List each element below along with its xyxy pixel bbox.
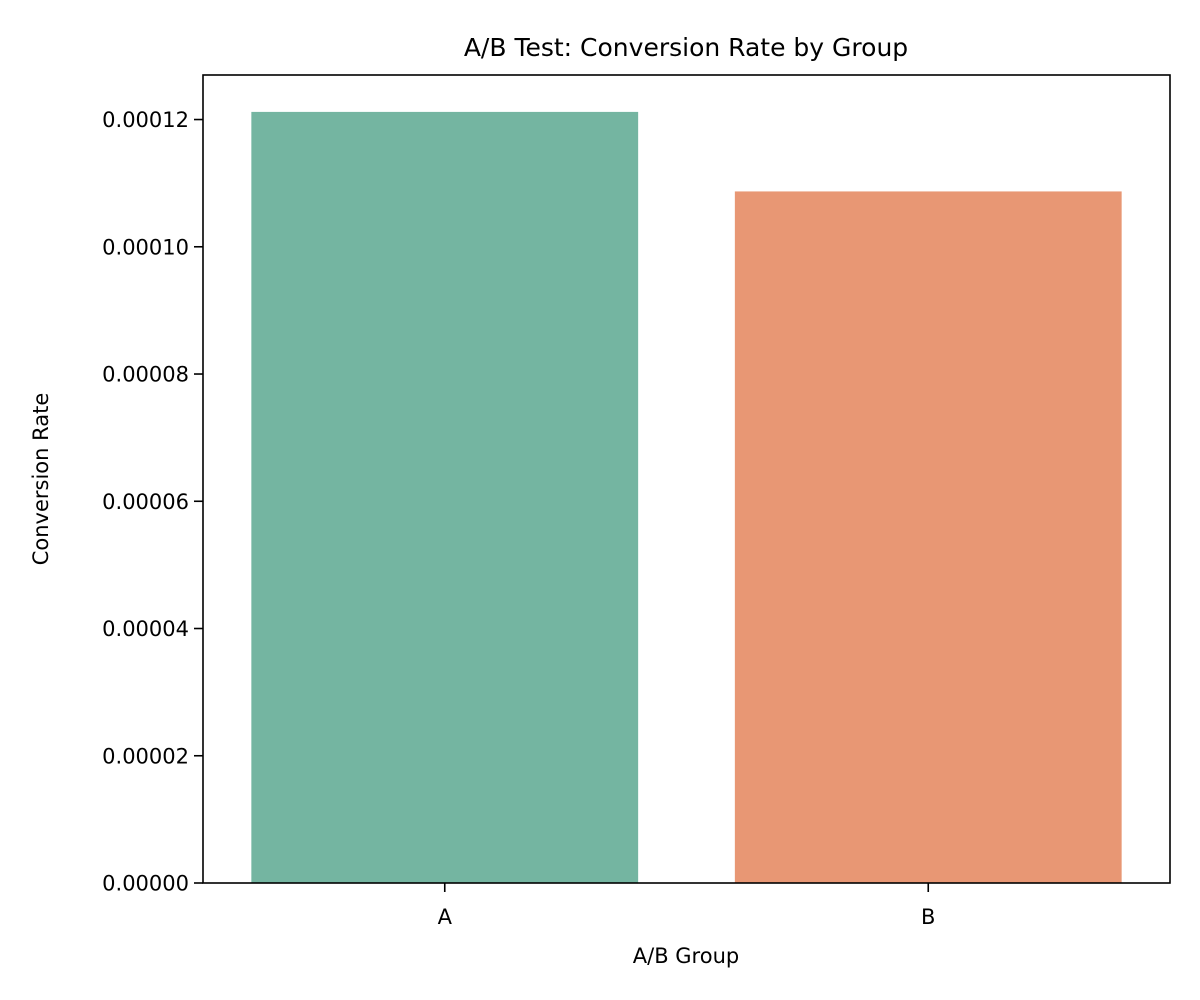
- y-tick-label: 0.00008: [102, 363, 189, 387]
- y-tick-label: 0.00004: [102, 617, 189, 641]
- y-tick-label: 0.00010: [102, 235, 189, 259]
- plot-frame: [202, 74, 1171, 884]
- x-axis-label: A/B Group: [633, 944, 739, 968]
- y-tick-label: 0.00000: [102, 872, 189, 896]
- y-tick-label: 0.00006: [102, 490, 189, 514]
- y-tick-label: 0.00012: [102, 108, 189, 132]
- x-tick-label: B: [921, 905, 935, 929]
- bars-group: [251, 111, 1122, 883]
- chart-title: A/B Test: Conversion Rate by Group: [464, 33, 908, 62]
- bar-a: [251, 111, 639, 883]
- y-axis-label: Conversion Rate: [29, 393, 53, 566]
- bar-b: [734, 191, 1122, 883]
- y-tick-label: 0.00002: [102, 744, 189, 768]
- y-axis-ticks: 0.00000 0.00002 0.00004 0.00006 0.00008 0.000…: [102, 108, 203, 896]
- x-tick-label: A: [438, 905, 453, 929]
